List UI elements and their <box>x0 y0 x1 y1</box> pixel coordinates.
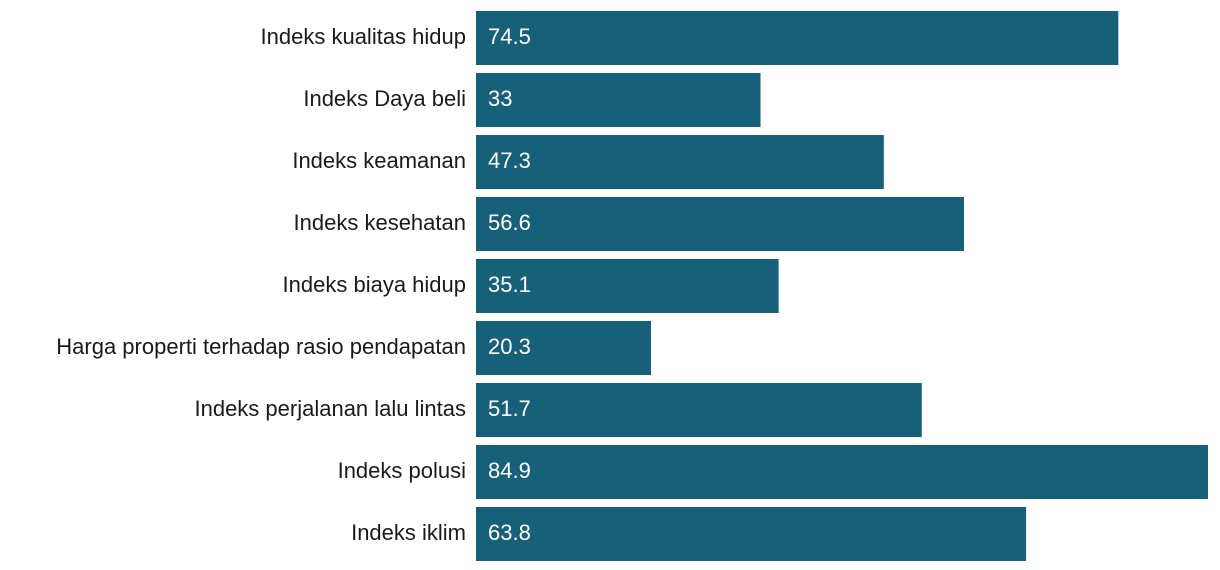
category-label: Indeks polusi <box>338 458 466 483</box>
value-label: 63.8 <box>488 520 531 545</box>
category-label: Indeks keamanan <box>292 148 466 173</box>
value-label: 47.3 <box>488 148 531 173</box>
bar <box>476 11 1119 65</box>
value-label: 35.1 <box>488 272 531 297</box>
bar <box>476 73 761 127</box>
category-label: Indeks Daya beli <box>303 86 466 111</box>
bar <box>476 383 922 437</box>
bar <box>476 135 884 189</box>
value-label: 56.6 <box>488 210 531 235</box>
value-label: 74.5 <box>488 24 531 49</box>
category-label: Indeks kesehatan <box>294 210 466 235</box>
bar <box>476 445 1208 499</box>
value-label: 51.7 <box>488 396 531 421</box>
category-label: Indeks biaya hidup <box>283 272 466 297</box>
bar <box>476 197 964 251</box>
bar <box>476 259 779 313</box>
category-label: Indeks iklim <box>351 520 466 545</box>
category-label: Indeks perjalanan lalu lintas <box>194 396 466 421</box>
category-label: Harga properti terhadap rasio pendapatan <box>56 334 466 359</box>
bar <box>476 507 1027 561</box>
bar <box>476 321 652 375</box>
value-label: 33 <box>488 86 512 111</box>
category-label: Indeks kualitas hidup <box>261 24 466 49</box>
value-label: 84.9 <box>488 458 531 483</box>
value-label: 20.3 <box>488 334 531 359</box>
